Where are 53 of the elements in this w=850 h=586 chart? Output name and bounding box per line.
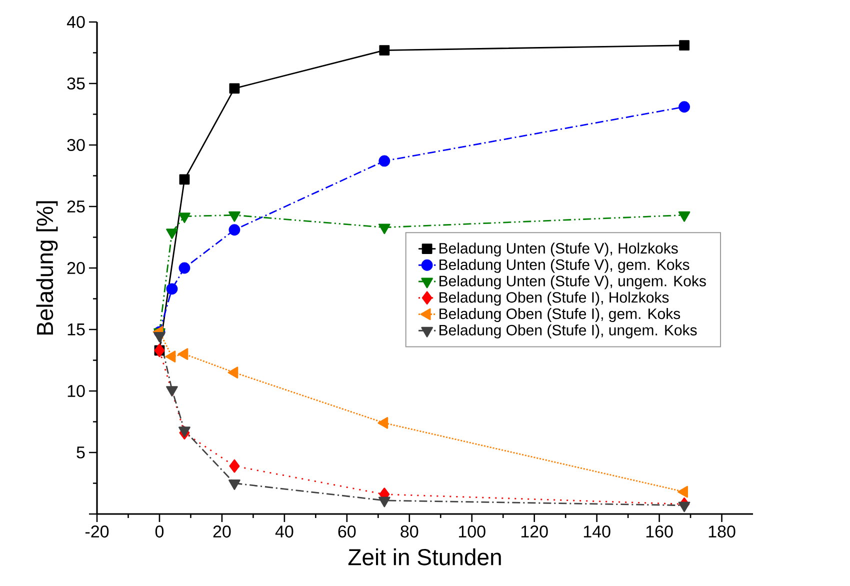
y-tick-label: 5 (76, 446, 85, 458)
y-tick-label: 25 (67, 200, 85, 213)
point (228, 224, 240, 236)
x-tick-label: 180 (708, 526, 736, 538)
x-tick-label: 160 (646, 526, 673, 538)
point (179, 174, 190, 185)
x-tick-label: 100 (458, 526, 486, 538)
y-axis-title: Beladung [%] (36, 201, 58, 335)
x-tick-label: -20 (85, 526, 109, 538)
point (678, 211, 690, 222)
x-axis-title: Zeit in Stunden (348, 548, 501, 566)
point (154, 332, 166, 342)
point (678, 101, 690, 113)
point (678, 502, 690, 512)
point (378, 496, 390, 508)
point (378, 224, 390, 234)
x-tick-label: 20 (213, 526, 231, 538)
y-tick-label: 40 (66, 16, 85, 28)
x-tick-label: 40 (275, 526, 294, 538)
legend-label: Beladung Unten (Stufe V), gem. Koks (440, 258, 690, 273)
point (166, 228, 178, 240)
point (228, 211, 240, 222)
x-tick-label: 80 (400, 526, 418, 538)
point (379, 45, 390, 56)
legend-label: Beladung Oben (Stufe I), gem. Koks (440, 308, 680, 322)
y-tick-label: 10 (68, 384, 85, 398)
legend-label: Beladung Unten (Stufe V), Holzkoks (440, 242, 678, 257)
x-tick-label: 140 (584, 526, 610, 538)
point (678, 486, 688, 498)
legend-label: Beladung Unten (Stufe V), ungem. Koks (440, 275, 706, 290)
legend-label: Beladung Oben (Stufe I), ungem. Koks (440, 324, 697, 338)
point (166, 283, 178, 295)
point (228, 366, 238, 378)
x-tick-label: 0 (155, 526, 164, 538)
y-tick-label: 30 (67, 138, 85, 152)
y-tick-label: 20 (67, 262, 85, 274)
point (229, 459, 240, 473)
legend-label: Beladung Oben (Stufe I), Holzkoks (440, 292, 669, 306)
point (178, 212, 190, 224)
point (166, 386, 178, 396)
point (178, 348, 188, 360)
point (378, 155, 390, 167)
point (228, 480, 240, 490)
y-tick-label: 15 (68, 324, 85, 336)
y-tick-label: 35 (67, 77, 85, 90)
x-tick-label: 120 (521, 526, 548, 538)
point (229, 83, 240, 94)
point (679, 40, 690, 51)
point (178, 426, 190, 438)
point (165, 350, 176, 362)
x-tick-label: 60 (338, 526, 356, 538)
point (178, 262, 190, 274)
point (378, 417, 388, 429)
